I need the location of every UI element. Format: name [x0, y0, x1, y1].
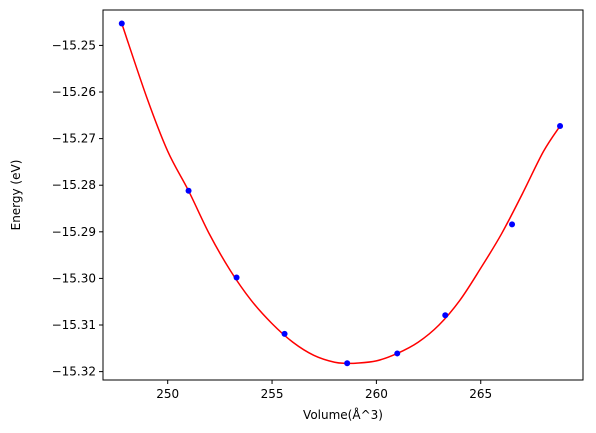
data-point	[509, 221, 516, 228]
y-tick-label: −15.26	[52, 85, 96, 99]
data-point	[394, 350, 401, 357]
x-axis-ticks: 250 255 260 265	[156, 380, 492, 401]
y-tick-label: −15.27	[52, 132, 96, 146]
y-tick-label: −15.32	[52, 365, 96, 379]
plot-area-background	[103, 10, 583, 380]
data-point	[557, 123, 564, 130]
data-point	[118, 20, 125, 27]
y-axis-ticks: −15.25 −15.26 −15.27 −15.28 −15.29 −15.30 −15.…	[52, 38, 103, 379]
data-points-layer	[118, 20, 564, 367]
data-point	[281, 330, 288, 337]
x-tick-label: 265	[469, 387, 492, 401]
data-point	[344, 360, 351, 367]
y-axis-label: Energy (eV)	[9, 160, 23, 231]
y-tick-label: −15.30	[52, 271, 96, 285]
x-tick-label: 250	[156, 387, 179, 401]
x-axis-label: Volume(Å^3)	[303, 407, 383, 422]
x-tick-label: 260	[365, 387, 388, 401]
x-tick-label: 255	[261, 387, 284, 401]
y-tick-label: −15.29	[52, 225, 96, 239]
data-point	[233, 274, 240, 281]
y-tick-label: −15.25	[52, 38, 96, 52]
plot-frame	[102, 9, 584, 381]
data-point	[185, 187, 192, 194]
y-tick-label: −15.28	[52, 178, 96, 192]
y-tick-label: −15.31	[52, 318, 96, 332]
data-point	[442, 312, 449, 319]
